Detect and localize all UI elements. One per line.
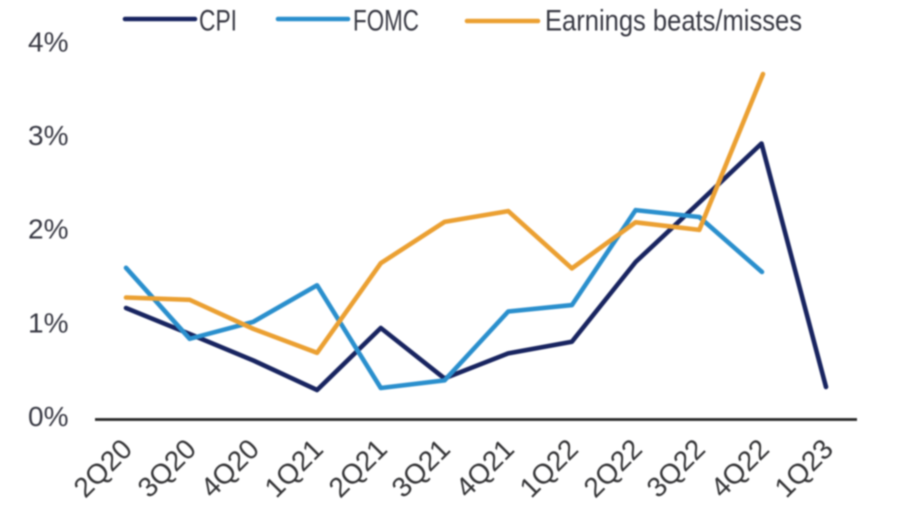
svg-text:3Q21: 3Q21 xyxy=(386,433,456,503)
svg-text:4Q22: 4Q22 xyxy=(705,433,775,503)
svg-text:1Q21: 1Q21 xyxy=(259,433,329,503)
svg-text:0%: 0% xyxy=(28,401,68,432)
svg-text:3Q20: 3Q20 xyxy=(132,433,202,503)
svg-text:FOMC: FOMC xyxy=(353,5,419,38)
svg-text:4%: 4% xyxy=(28,27,68,58)
svg-text:2Q21: 2Q21 xyxy=(323,433,393,503)
svg-text:3%: 3% xyxy=(28,120,68,151)
svg-text:2%: 2% xyxy=(28,214,68,245)
svg-text:4Q20: 4Q20 xyxy=(195,433,265,503)
svg-text:1%: 1% xyxy=(28,308,68,339)
svg-text:4Q21: 4Q21 xyxy=(450,433,520,503)
svg-text:Earnings beats/misses: Earnings beats/misses xyxy=(545,5,802,38)
svg-text:3Q22: 3Q22 xyxy=(641,433,711,503)
svg-text:2Q22: 2Q22 xyxy=(578,433,648,503)
svg-text:1Q23: 1Q23 xyxy=(769,433,839,503)
svg-text:CPI: CPI xyxy=(199,5,237,38)
svg-text:2Q20: 2Q20 xyxy=(68,433,138,503)
svg-text:1Q22: 1Q22 xyxy=(514,433,584,503)
